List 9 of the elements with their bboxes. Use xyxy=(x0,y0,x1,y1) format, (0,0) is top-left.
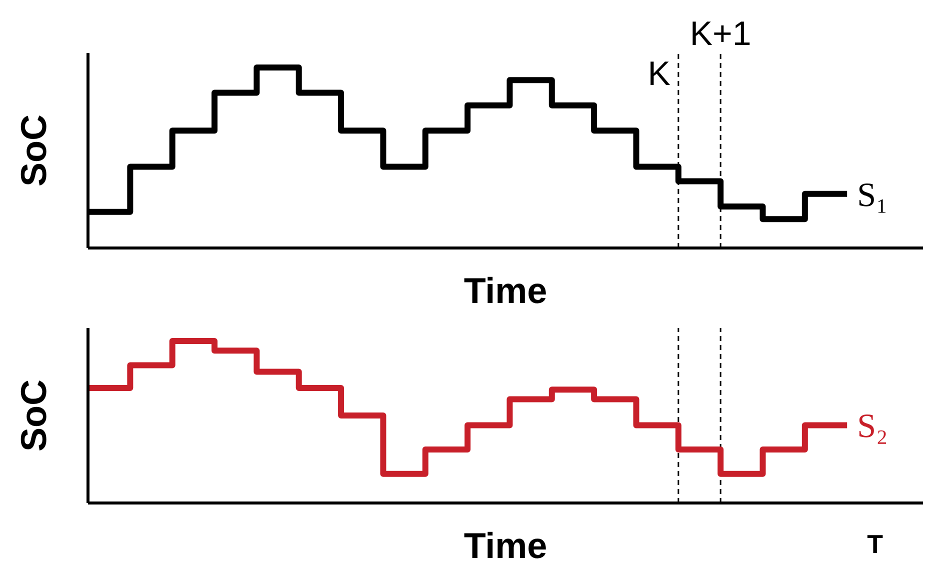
y-axis-title: SoC xyxy=(12,380,54,452)
y-axis-title: SoC xyxy=(12,114,54,186)
x-axis-title: Time xyxy=(464,525,548,566)
series-label: S₂ xyxy=(857,408,888,446)
x-axis-title: Time xyxy=(464,270,548,311)
text: T xyxy=(867,529,883,560)
annotation: K xyxy=(648,55,671,94)
text: K+1 xyxy=(690,15,752,53)
series-label: S₁ xyxy=(857,176,888,214)
